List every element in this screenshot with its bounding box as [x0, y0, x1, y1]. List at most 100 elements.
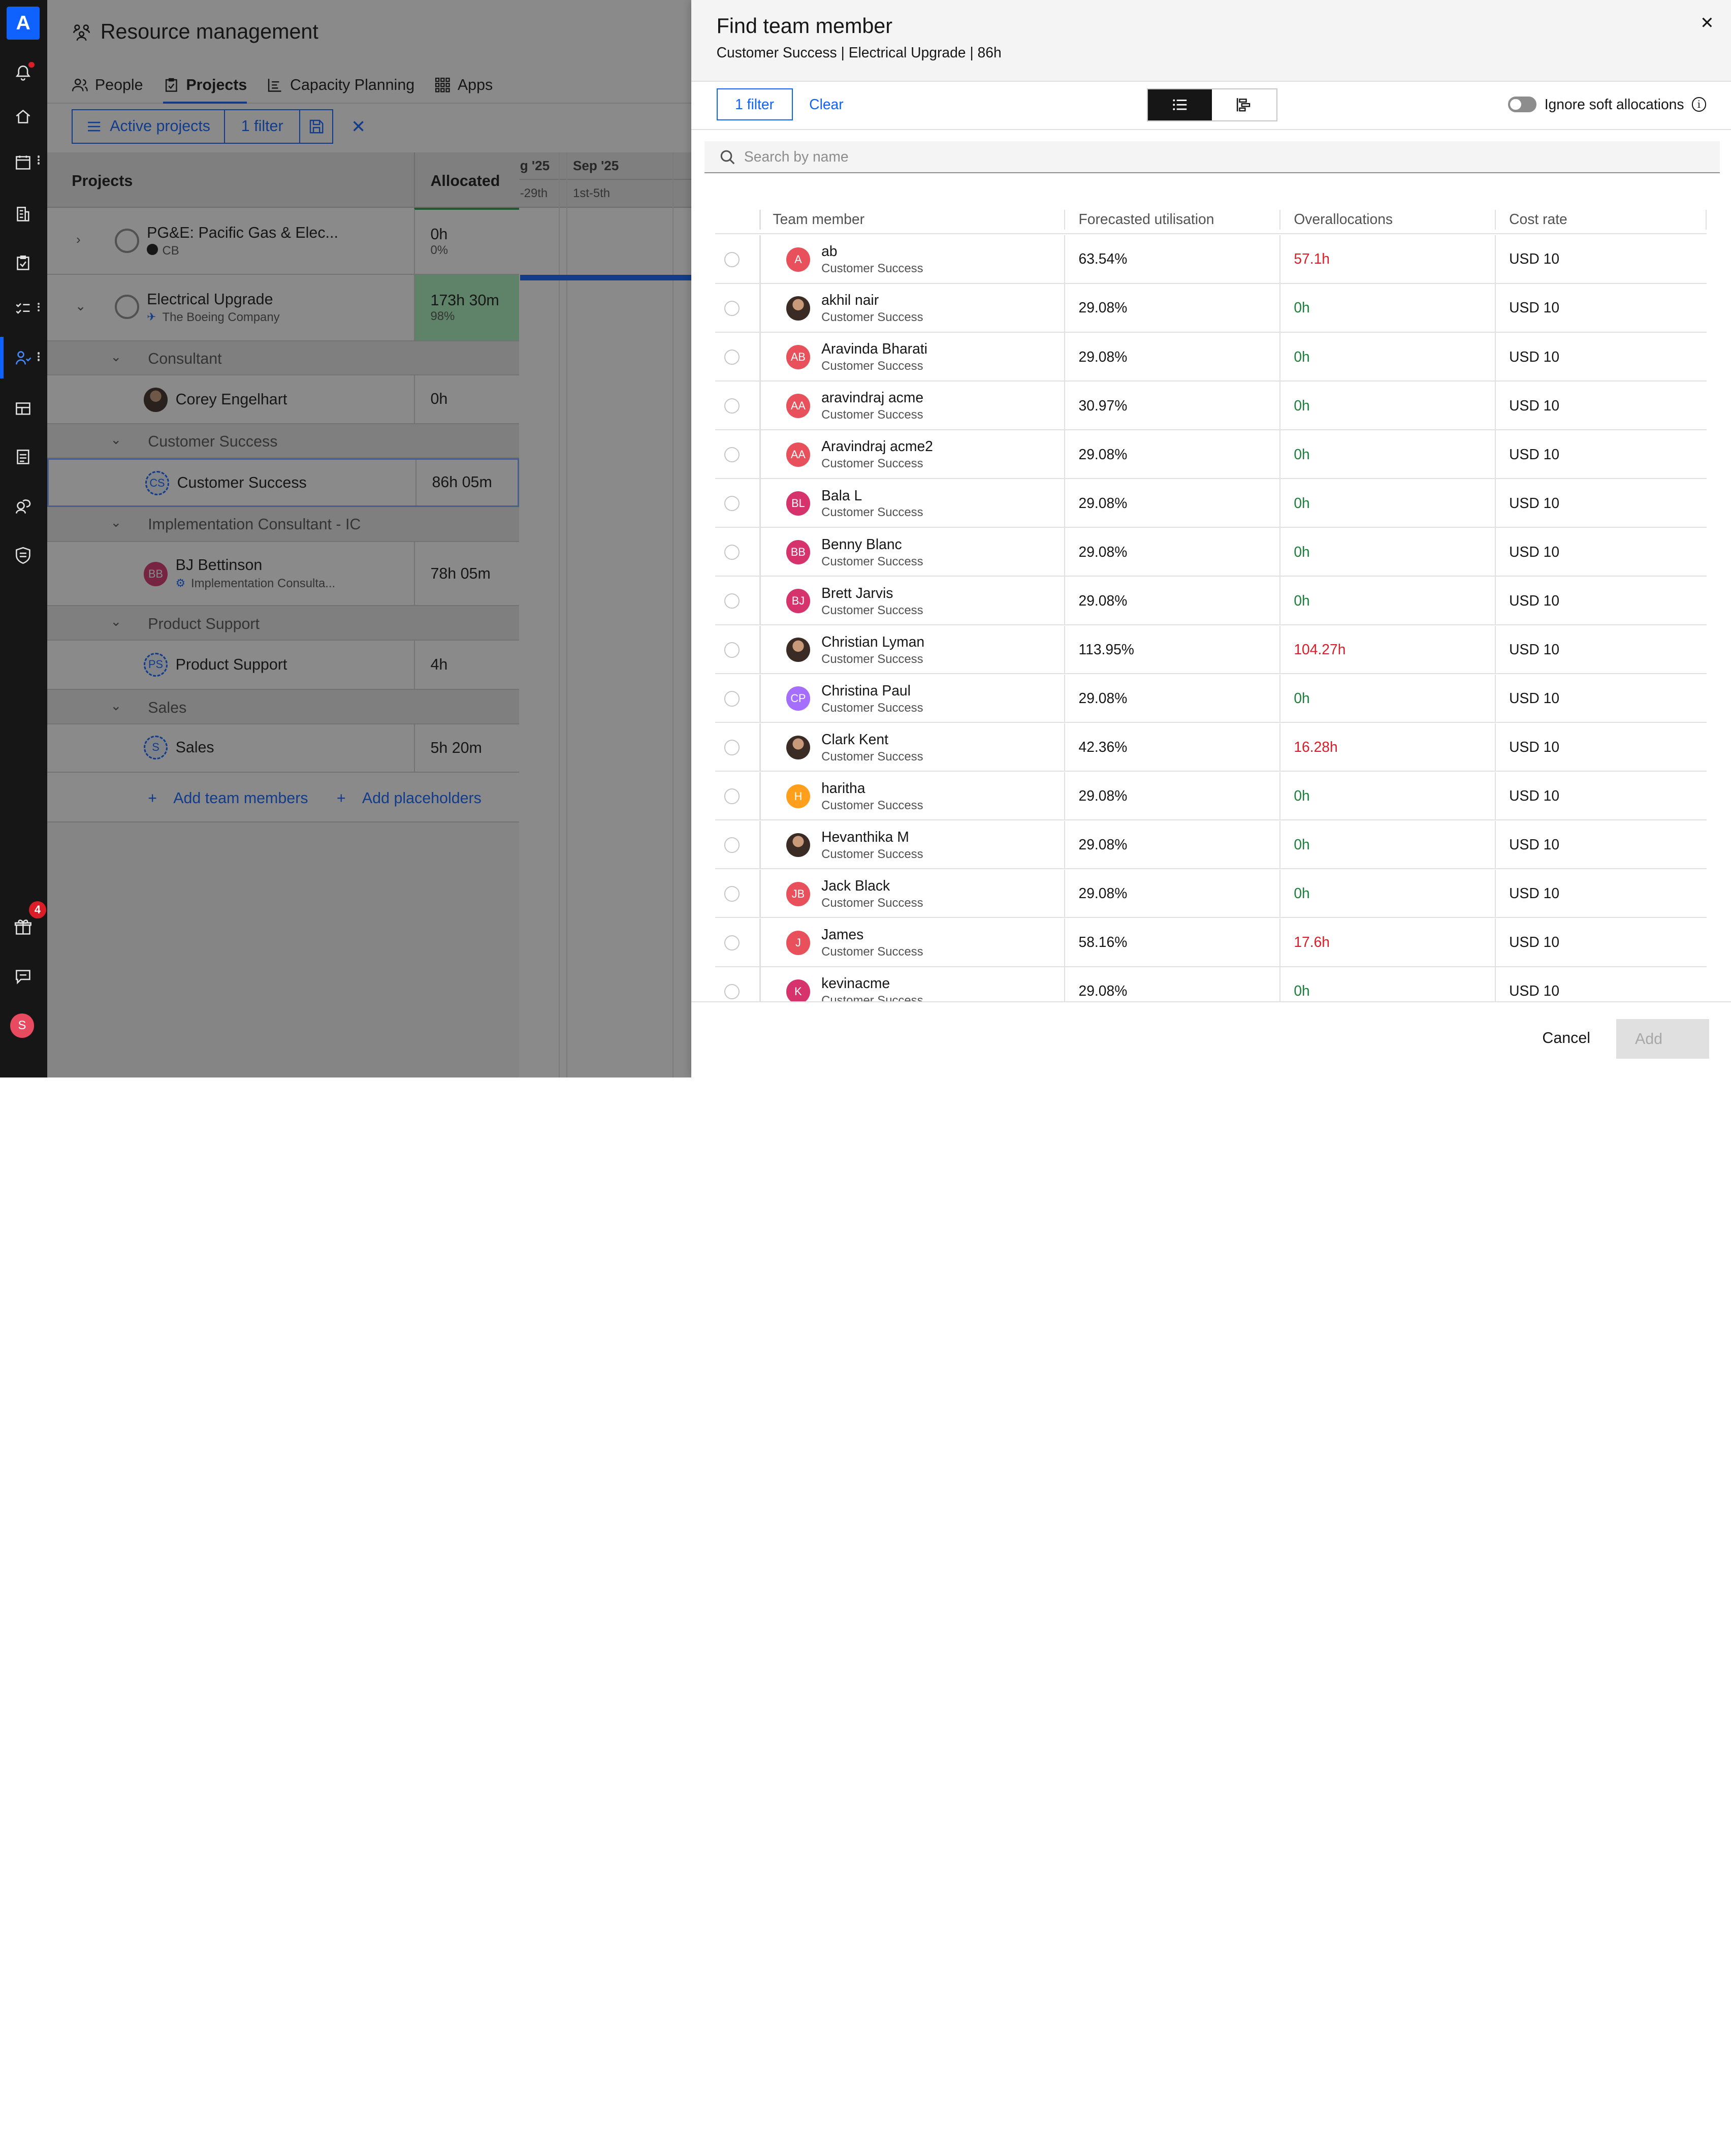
calendar-icon[interactable]	[11, 150, 36, 175]
member-role: Customer Success	[821, 603, 923, 617]
gantt-view-button[interactable]	[1212, 89, 1276, 120]
member-role: Customer Success	[821, 457, 923, 471]
member-name: Jack Black	[821, 877, 890, 894]
avatar: BJ	[786, 589, 811, 614]
team-member-row[interactable]: BJ Brett Jarvis Customer Success 29.08% 0h US…	[715, 577, 1707, 626]
cost-rate: USD 10	[1509, 592, 1560, 609]
select-radio[interactable]	[724, 593, 740, 609]
filter-button[interactable]: 1 filter	[716, 88, 793, 120]
select-radio[interactable]	[724, 642, 740, 658]
team-member-column-header[interactable]: Team member	[773, 203, 864, 234]
gift-icon[interactable]	[11, 915, 36, 940]
tasks-icon[interactable]	[11, 297, 36, 322]
team-member-row[interactable]: AA aravindraj acme Customer Success 30.97% 0…	[715, 382, 1707, 430]
cancel-button[interactable]: Cancel	[1542, 1029, 1591, 1047]
clipboard-check-icon[interactable]	[11, 250, 36, 275]
team-member-row[interactable]: Clark Kent Customer Success 42.36% 16.28h US…	[715, 723, 1707, 772]
calendar-menu-dots[interactable]	[37, 154, 41, 168]
team-member-row[interactable]: JB Jack Black Customer Success 29.08% 0h USD …	[715, 869, 1707, 918]
avatar: AA	[786, 394, 811, 418]
resource-menu-dots[interactable]	[37, 351, 41, 364]
team-member-row[interactable]: akhil nair Customer Success 29.08% 0h USD 10	[715, 284, 1707, 333]
search-input[interactable]	[744, 148, 1186, 166]
report-icon[interactable]	[11, 445, 36, 469]
community-chat-icon[interactable]	[11, 494, 36, 518]
avatar: J	[786, 930, 811, 955]
select-radio[interactable]	[724, 984, 740, 999]
member-role: Customer Success	[821, 701, 923, 715]
member-name: Benny Blanc	[821, 535, 902, 552]
team-member-row[interactable]: Christian Lyman Customer Success 113.95% 10…	[715, 625, 1707, 675]
select-radio[interactable]	[724, 837, 740, 853]
team-member-row[interactable]: AB Aravinda Bharati Customer Success 29.08%…	[715, 333, 1707, 382]
notifications-icon[interactable]	[11, 61, 36, 85]
cost-rate: USD 10	[1509, 348, 1560, 365]
app-logo[interactable]: A	[7, 7, 40, 40]
select-radio[interactable]	[724, 495, 740, 512]
select-radio[interactable]	[724, 251, 740, 267]
security-shield-icon[interactable]	[11, 543, 36, 567]
team-member-row[interactable]: Hevanthika M Customer Success 29.08% 0h USD …	[715, 820, 1707, 870]
overallocation-hours: 0h	[1294, 592, 1310, 609]
overallocations-column-header[interactable]: Overallocations	[1294, 203, 1393, 234]
select-radio[interactable]	[724, 349, 740, 365]
user-avatar[interactable]: S	[10, 1013, 35, 1038]
panel-title: Find team member	[716, 14, 893, 38]
info-icon[interactable]: i	[1691, 97, 1706, 112]
member-role: Customer Success	[821, 798, 923, 812]
avatar: AA	[786, 442, 811, 467]
select-radio[interactable]	[724, 691, 740, 707]
close-icon[interactable]: ✕	[1700, 13, 1714, 33]
feedback-chat-icon[interactable]	[11, 964, 36, 988]
home-icon[interactable]	[11, 104, 36, 128]
gift-badge-count: 4	[28, 901, 47, 919]
member-name: aravindraj acme	[821, 389, 924, 406]
search-bar	[704, 141, 1720, 174]
clear-button[interactable]: Clear	[809, 96, 844, 113]
avatar: H	[786, 784, 811, 809]
toggle-switch[interactable]	[1508, 97, 1537, 112]
team-member-row[interactable]: BB Benny Blanc Customer Success 29.08% 0h USD…	[715, 528, 1707, 577]
select-radio[interactable]	[724, 398, 740, 414]
select-radio[interactable]	[724, 740, 740, 755]
modal-backdrop[interactable]	[47, 0, 691, 1078]
select-radio[interactable]	[724, 935, 740, 950]
member-role: Customer Success	[821, 945, 923, 959]
member-name: Bala L	[821, 487, 862, 503]
cost-rate: USD 10	[1509, 934, 1560, 950]
ignore-soft-allocations-toggle[interactable]: Ignore soft allocations i	[1508, 96, 1706, 113]
left-nav-rail: A	[0, 0, 48, 1078]
list-view-button[interactable]	[1148, 89, 1212, 120]
resource-management-icon[interactable]	[11, 345, 36, 370]
member-role: Customer Success	[821, 310, 923, 325]
team-member-row[interactable]: BL Bala L Customer Success 29.08% 0h USD 10	[715, 479, 1707, 528]
member-name: Aravinda Bharati	[821, 340, 927, 357]
building-icon[interactable]	[11, 202, 36, 227]
tasks-menu-dots[interactable]	[37, 301, 41, 314]
overallocation-hours: 104.27h	[1294, 641, 1346, 657]
member-name: haritha	[821, 779, 866, 796]
select-radio[interactable]	[724, 447, 740, 463]
select-radio[interactable]	[724, 788, 740, 804]
member-name: Christian Lyman	[821, 633, 925, 650]
overallocation-hours: 0h	[1294, 397, 1310, 414]
member-name: ab	[821, 243, 838, 260]
forecasted-utilisation-column-header[interactable]: Forecasted utilisation	[1078, 203, 1214, 234]
team-member-row[interactable]: J James Customer Success 58.16% 17.6h USD 10	[715, 918, 1707, 967]
screen: A	[0, 0, 1731, 1078]
select-radio[interactable]	[724, 886, 740, 902]
cost-rate: USD 10	[1509, 982, 1560, 999]
overallocation-hours: 57.1h	[1294, 250, 1330, 267]
team-member-row[interactable]: AA Aravindraj acme2 Customer Success 29.08%…	[715, 430, 1707, 479]
forecasted-utilisation: 29.08%	[1078, 543, 1128, 560]
add-button[interactable]: Add	[1616, 1019, 1709, 1059]
dashboard-icon[interactable]	[11, 396, 36, 421]
cost-rate-column-header[interactable]: Cost rate	[1509, 203, 1567, 234]
team-member-row[interactable]: CP Christina Paul Customer Success 29.08% 0h…	[715, 674, 1707, 723]
overallocation-hours: 17.6h	[1294, 934, 1330, 950]
select-radio[interactable]	[724, 300, 740, 316]
select-radio[interactable]	[724, 544, 740, 560]
